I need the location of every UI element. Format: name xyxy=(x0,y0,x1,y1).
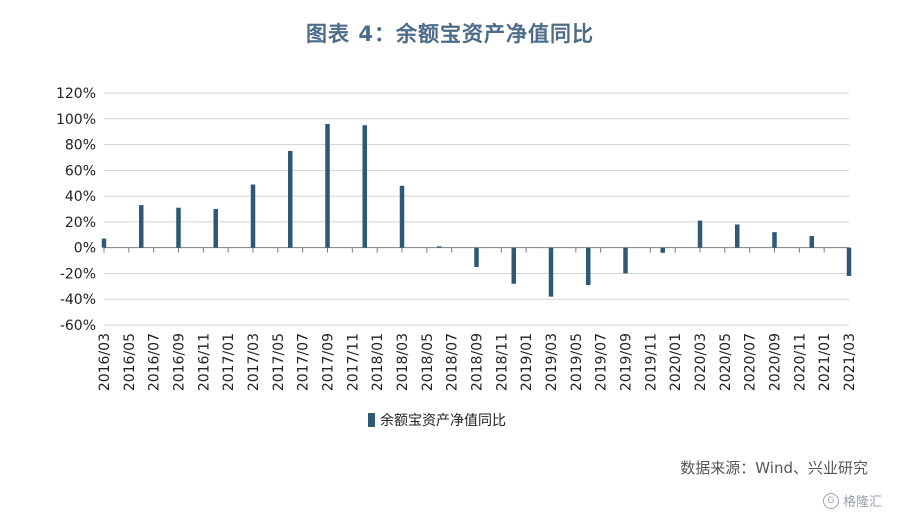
bar xyxy=(511,247,516,284)
x-tick-label: 2016/05 xyxy=(122,333,138,391)
y-tick-label: 0% xyxy=(74,241,96,257)
bar xyxy=(474,247,479,267)
bar xyxy=(399,185,405,248)
bar xyxy=(586,247,591,286)
data-source-note: 数据来源：Wind、兴业研究 xyxy=(680,459,868,477)
x-tick-label: 2017/07 xyxy=(296,333,312,391)
bar xyxy=(660,247,665,253)
x-tick-label: 2017/03 xyxy=(246,333,262,391)
x-tick-label: 2016/07 xyxy=(147,333,163,391)
y-tick-label: 20% xyxy=(65,215,96,231)
x-tick-label: 2020/11 xyxy=(792,333,808,391)
x-tick-label: 2021/03 xyxy=(842,333,858,391)
bar xyxy=(101,238,107,248)
bar xyxy=(325,123,330,248)
legend-label: 余额宝资产净值同比 xyxy=(380,412,506,429)
bar xyxy=(548,247,554,297)
x-tick-label: 2019/09 xyxy=(619,333,635,391)
x-tick-label: 2018/01 xyxy=(370,333,386,391)
x-tick-label: 2018/05 xyxy=(420,333,436,391)
bar xyxy=(623,247,628,274)
x-tick-label: 2020/01 xyxy=(668,333,684,391)
x-tick-label: 2016/03 xyxy=(97,333,113,391)
x-tick-label: 2018/07 xyxy=(445,333,461,391)
bar xyxy=(362,125,367,248)
watermark: G 格隆汇 xyxy=(822,491,882,510)
bar xyxy=(288,151,293,248)
x-tick-label: 2020/09 xyxy=(768,333,784,391)
bar xyxy=(213,209,218,248)
x-tick-label: 2016/09 xyxy=(172,333,188,391)
x-tick-label: 2020/05 xyxy=(718,333,734,391)
y-tick-label: -60% xyxy=(60,318,96,334)
x-tick-label: 2018/11 xyxy=(494,333,510,391)
bar xyxy=(772,232,777,248)
x-tick-label: 2017/01 xyxy=(221,333,237,391)
x-tick-label: 2018/09 xyxy=(470,333,486,391)
x-tick-label: 2018/03 xyxy=(395,333,411,391)
bar xyxy=(437,246,442,248)
y-tick-label: 80% xyxy=(65,138,96,154)
x-tick-label: 2019/11 xyxy=(643,333,659,391)
bar xyxy=(697,220,703,248)
x-tick-label: 2016/11 xyxy=(196,333,212,391)
x-tick-label: 2017/05 xyxy=(271,333,287,391)
x-tick-label: 2019/05 xyxy=(569,333,585,391)
x-tick-label: 2019/01 xyxy=(519,333,535,391)
x-tick-label: 2017/09 xyxy=(321,333,337,391)
x-tick-label: 2020/07 xyxy=(743,333,759,391)
x-tick-label: 2017/11 xyxy=(345,333,361,391)
watermark-text: 格隆汇 xyxy=(842,495,882,510)
watermark-logo-icon: G xyxy=(822,492,839,509)
x-tick-label: 2019/07 xyxy=(594,333,610,391)
y-tick-label: 120% xyxy=(56,86,96,102)
x-tick-label: 2019/03 xyxy=(544,333,560,391)
bar xyxy=(139,205,144,248)
y-tick-label: 40% xyxy=(65,189,96,205)
x-tick-label: 2021/01 xyxy=(817,333,833,391)
bar xyxy=(176,207,181,248)
y-tick-label: 100% xyxy=(56,112,96,128)
bar xyxy=(809,236,814,248)
y-tick-label: -20% xyxy=(60,266,96,282)
bar xyxy=(846,247,852,277)
x-tick-label: 2020/03 xyxy=(693,333,709,391)
y-tick-label: 60% xyxy=(65,163,96,179)
bar xyxy=(735,224,740,248)
bar xyxy=(250,184,256,248)
y-tick-label: -40% xyxy=(60,292,96,308)
chart-title: 图表 4：余额宝资产净值同比 xyxy=(306,22,594,46)
legend-swatch xyxy=(368,413,375,427)
